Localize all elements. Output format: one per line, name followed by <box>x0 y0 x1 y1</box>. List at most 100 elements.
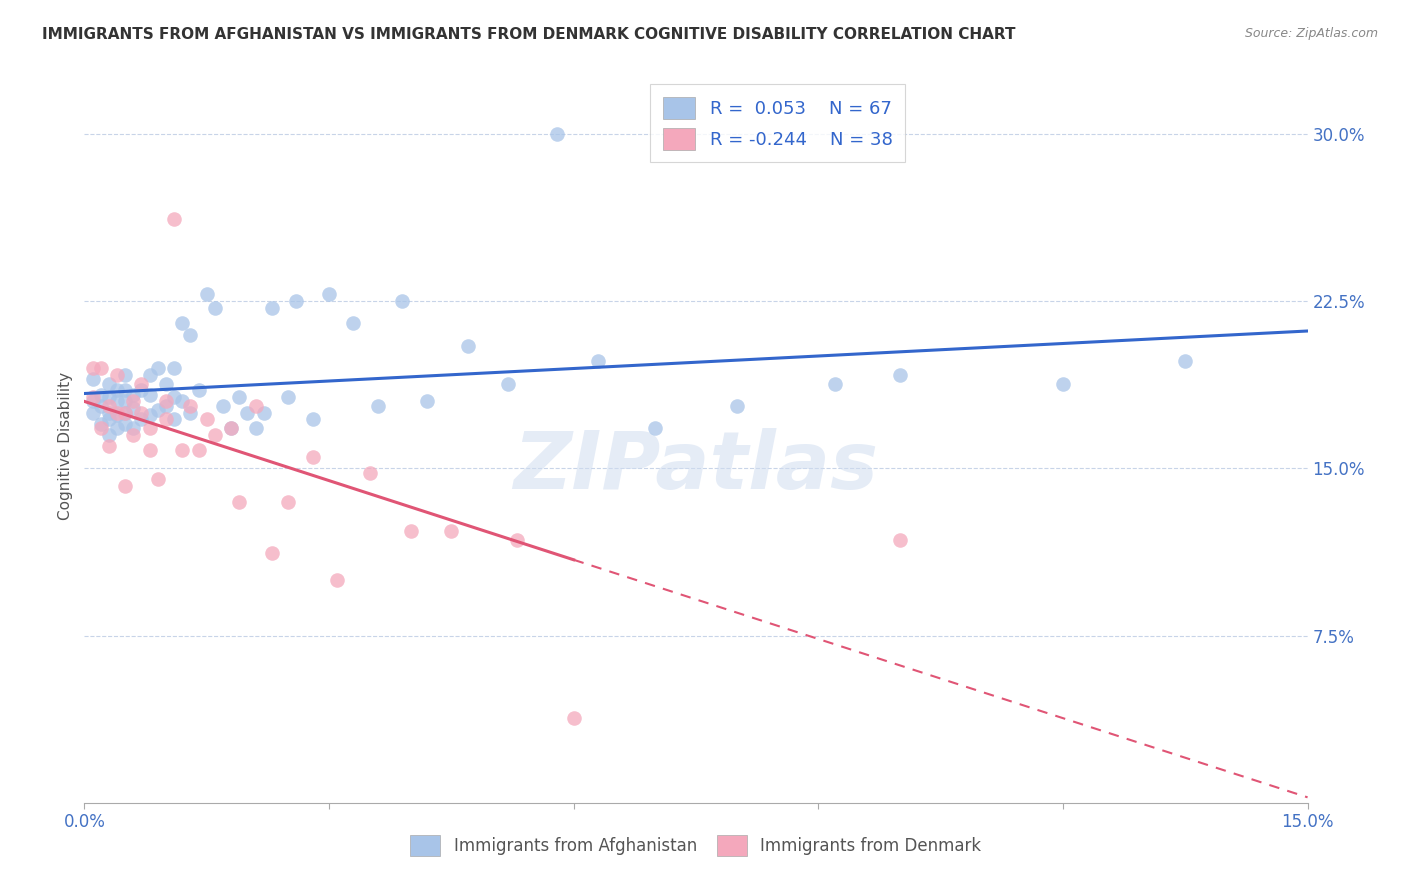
Point <box>114 394 136 409</box>
Text: ZIPatlas: ZIPatlas <box>513 428 879 507</box>
Point <box>82 394 104 409</box>
Point <box>90 360 112 375</box>
Point <box>155 394 177 409</box>
Point <box>97 412 120 426</box>
Point <box>122 421 145 435</box>
Text: Source: ZipAtlas.com: Source: ZipAtlas.com <box>1244 27 1378 40</box>
Point <box>228 390 250 404</box>
Point <box>138 421 160 435</box>
Point <box>440 524 463 538</box>
Point <box>163 390 186 404</box>
Point <box>187 443 209 458</box>
Point <box>146 473 169 487</box>
Point <box>301 450 323 464</box>
Point <box>105 405 128 419</box>
Point <box>342 316 364 330</box>
Point <box>416 394 439 409</box>
Point <box>138 368 160 382</box>
Point <box>219 421 242 435</box>
Point <box>644 421 666 435</box>
Point <box>277 390 299 404</box>
Point <box>179 327 201 342</box>
Point <box>146 403 169 417</box>
Point <box>326 573 349 587</box>
Point <box>114 384 136 398</box>
Point <box>457 338 479 352</box>
Point <box>97 405 120 419</box>
Point <box>546 127 568 141</box>
Point <box>97 399 120 413</box>
Point <box>114 417 136 431</box>
Point <box>90 387 112 401</box>
Point <box>138 443 160 458</box>
Point <box>82 372 104 386</box>
Point <box>105 368 128 382</box>
Point <box>399 524 422 538</box>
Point <box>114 368 136 382</box>
Point <box>138 408 160 422</box>
Point <box>228 494 250 508</box>
Point <box>122 394 145 409</box>
Point <box>97 376 120 391</box>
Point <box>172 316 194 330</box>
Point <box>114 479 136 493</box>
Point <box>131 405 153 419</box>
Point <box>195 412 218 426</box>
Point <box>245 399 267 413</box>
Point <box>204 427 226 442</box>
Point <box>163 211 186 226</box>
Point <box>219 421 242 435</box>
Point <box>505 533 527 547</box>
Legend: Immigrants from Afghanistan, Immigrants from Denmark: Immigrants from Afghanistan, Immigrants … <box>401 825 991 866</box>
Point <box>253 405 276 419</box>
Point <box>187 384 209 398</box>
Point <box>82 405 104 419</box>
Point <box>204 301 226 315</box>
Point <box>1174 354 1197 368</box>
Point <box>212 399 235 413</box>
Point <box>318 287 340 301</box>
Point <box>179 405 201 419</box>
Point <box>245 421 267 435</box>
Point <box>889 533 911 547</box>
Point <box>391 293 413 308</box>
Point <box>97 390 120 404</box>
Point <box>90 421 112 435</box>
Point <box>131 376 153 391</box>
Point <box>277 494 299 508</box>
Point <box>105 408 128 422</box>
Point <box>179 399 201 413</box>
Point <box>260 301 283 315</box>
Point <box>367 399 389 413</box>
Point <box>562 711 585 725</box>
Point <box>301 412 323 426</box>
Point <box>172 443 194 458</box>
Point <box>82 390 104 404</box>
Point <box>114 405 136 419</box>
Point <box>114 405 136 419</box>
Point <box>97 439 120 453</box>
Point <box>155 376 177 391</box>
Point <box>889 368 911 382</box>
Point <box>146 360 169 375</box>
Point <box>90 399 112 413</box>
Point <box>131 384 153 398</box>
Point <box>498 376 520 391</box>
Point <box>359 466 381 480</box>
Point <box>122 427 145 442</box>
Point <box>285 293 308 308</box>
Point <box>1052 376 1074 391</box>
Point <box>172 394 194 409</box>
Point <box>105 421 128 435</box>
Point <box>163 360 186 375</box>
Point <box>131 412 153 426</box>
Point <box>90 417 112 431</box>
Point <box>586 354 609 368</box>
Point <box>236 405 259 419</box>
Point <box>105 384 128 398</box>
Point <box>122 387 145 401</box>
Y-axis label: Cognitive Disability: Cognitive Disability <box>58 372 73 520</box>
Point <box>82 360 104 375</box>
Point <box>195 287 218 301</box>
Point <box>105 394 128 409</box>
